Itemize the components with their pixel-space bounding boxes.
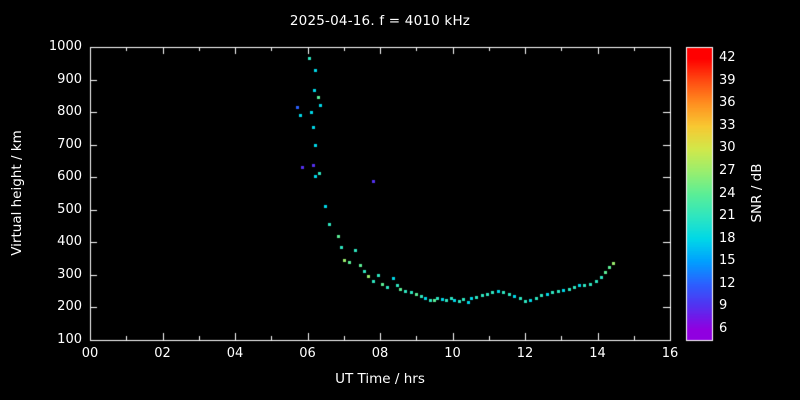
x-axis-label: UT Time / hrs — [335, 371, 425, 387]
y-axis-label: Virtual height / km — [9, 130, 25, 256]
colorbar-label: SNR / dB — [749, 163, 765, 223]
